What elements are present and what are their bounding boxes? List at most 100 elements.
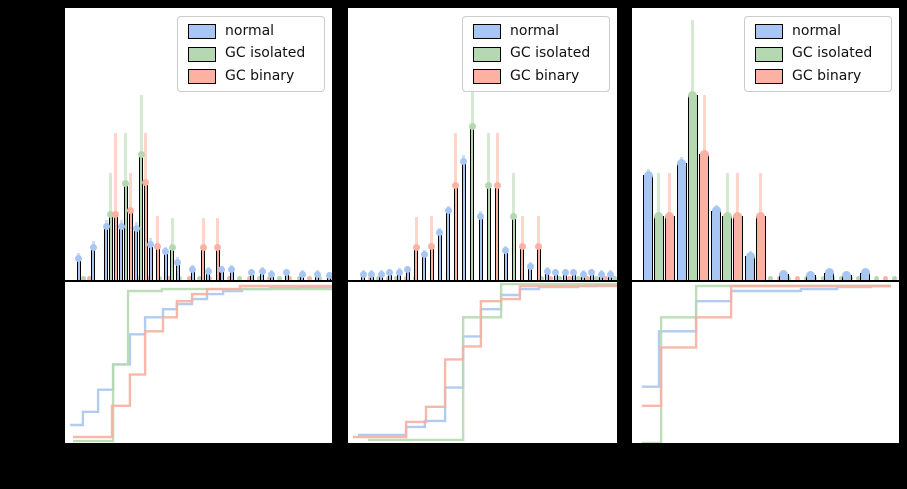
bar-top-marker-gc_binary bbox=[412, 244, 420, 252]
cdf-line-normal bbox=[358, 283, 617, 437]
bar-top-marker-normal bbox=[502, 247, 510, 255]
error-bar-gc_binary bbox=[454, 133, 458, 186]
cdf-panel-3 bbox=[632, 282, 899, 443]
error-bar-gc_isolated bbox=[139, 95, 143, 155]
bar-top-marker-normal bbox=[436, 229, 444, 237]
legend-panel-3: normal GC isolated GC binary bbox=[744, 16, 892, 93]
hist-bar-normal bbox=[478, 216, 484, 280]
bar-top-marker-normal bbox=[779, 269, 789, 279]
legend-label-gc-isolated: GC isolated bbox=[225, 45, 306, 62]
hist-bar-gc_binary bbox=[519, 246, 525, 280]
legend-label-normal: normal bbox=[510, 23, 560, 39]
hist-bar-gc_binary bbox=[128, 210, 134, 280]
bar-top-marker-gc_binary bbox=[214, 243, 222, 251]
error-bar-gc_isolated bbox=[691, 19, 695, 96]
hist-bar-gc_isolated bbox=[721, 216, 733, 280]
hist-bar-gc_binary bbox=[155, 246, 161, 280]
error-bar-gc_isolated bbox=[512, 173, 516, 217]
error-bar-gc_binary bbox=[114, 133, 118, 215]
legend-item-gc-binary: GC binary bbox=[755, 68, 881, 84]
baseline-dot-gc_binary bbox=[794, 276, 800, 280]
hist-bar-gc_binary bbox=[698, 154, 710, 280]
hist-bar-gc_isolated bbox=[469, 126, 475, 280]
bar-top-marker-normal bbox=[248, 269, 256, 277]
bar-top-marker-normal bbox=[218, 266, 226, 274]
bar-top-marker-gc_binary bbox=[699, 149, 709, 159]
bar-top-marker-gc_binary bbox=[518, 242, 526, 250]
bar-top-marker-gc_isolated bbox=[122, 180, 130, 188]
baseline-dot-gc_isolated bbox=[197, 276, 203, 280]
bar-top-marker-gc_isolated bbox=[137, 151, 145, 159]
bar-top-marker-gc_binary bbox=[733, 211, 743, 221]
baseline-dot-gc_isolated bbox=[856, 276, 862, 280]
bar-top-marker-normal bbox=[147, 240, 155, 248]
cdf-line-normal bbox=[641, 284, 890, 388]
cdf-line-gc_binary bbox=[73, 284, 332, 439]
legend-panel-1: normal GC isolated GC binary bbox=[177, 16, 325, 93]
error-bar-gc_isolated bbox=[657, 173, 661, 217]
error-bar-gc_binary bbox=[759, 173, 763, 217]
bar-top-marker-gc_binary bbox=[154, 242, 162, 250]
bar-top-marker-normal bbox=[842, 270, 852, 280]
baseline-dot-gc_isolated bbox=[276, 276, 282, 280]
bar-top-marker-normal bbox=[313, 270, 321, 278]
bar-top-marker-normal bbox=[460, 157, 468, 165]
bar-top-marker-normal bbox=[189, 265, 197, 273]
cdf-plot-3 bbox=[641, 284, 891, 443]
baseline-dot-gc_isolated bbox=[81, 276, 87, 280]
hist-bar-normal bbox=[90, 247, 96, 280]
bar-top-marker-normal bbox=[588, 269, 596, 277]
error-bar-gc_isolated bbox=[487, 133, 491, 186]
bar-top-marker-normal bbox=[477, 212, 485, 220]
bar-top-marker-normal bbox=[204, 267, 212, 275]
cdf-plot-2 bbox=[353, 282, 617, 442]
baseline-dot-gc_isolated bbox=[611, 276, 617, 280]
hist-bar-gc_isolated bbox=[653, 216, 665, 280]
error-bar-gc_isolated bbox=[725, 173, 729, 217]
hist-bar-normal bbox=[503, 250, 509, 280]
baseline-dot-gc_binary bbox=[246, 276, 252, 280]
baseline-dot-gc_isolated bbox=[594, 276, 600, 280]
hist-bar-normal bbox=[445, 210, 451, 280]
baseline-dot-gc_binary bbox=[306, 276, 312, 280]
hist-bar-gc_binary bbox=[494, 185, 500, 280]
bar-top-marker-normal bbox=[298, 270, 306, 278]
hist-bar-normal bbox=[133, 228, 139, 280]
hist-bar-gc_binary bbox=[429, 246, 435, 280]
hist-bar-gc_isolated bbox=[486, 185, 492, 280]
hist-bar-normal bbox=[437, 232, 443, 280]
bar-top-marker-normal bbox=[806, 270, 816, 280]
hist-bar-gc_binary bbox=[732, 216, 744, 280]
error-bar-gc_binary bbox=[668, 173, 672, 217]
legend-swatch-gc-binary bbox=[473, 68, 501, 84]
legend-item-gc-binary: GC binary bbox=[473, 68, 599, 84]
bar-top-marker-normal bbox=[561, 269, 569, 277]
bar-top-marker-gc_isolated bbox=[654, 211, 664, 221]
bar-top-marker-gc_binary bbox=[756, 211, 766, 221]
bar-top-marker-normal bbox=[597, 270, 605, 278]
legend-item-normal: normal bbox=[473, 23, 599, 40]
error-bar-gc_binary bbox=[537, 216, 541, 246]
error-bar-gc_binary bbox=[216, 217, 220, 248]
legend-swatch-gc-isolated bbox=[473, 46, 501, 62]
hist-bar-gc_binary bbox=[200, 247, 206, 280]
hist-bar-gc_binary bbox=[536, 246, 542, 280]
cdf-line-gc_binary bbox=[353, 284, 617, 439]
hist-bar-gc_binary bbox=[413, 247, 419, 280]
hist-bar-normal bbox=[148, 244, 154, 280]
bar-top-marker-normal bbox=[386, 269, 394, 277]
error-bar-gc_binary bbox=[702, 95, 706, 155]
cdf-plot-1 bbox=[70, 284, 332, 443]
bar-top-marker-gc_isolated bbox=[722, 211, 732, 221]
error-bar-gc_binary bbox=[495, 133, 499, 186]
legend-label-normal: normal bbox=[225, 23, 275, 39]
bar-top-marker-normal bbox=[75, 254, 83, 262]
legend-item-gc-isolated: GC isolated bbox=[473, 45, 599, 62]
bar-top-marker-normal bbox=[117, 222, 125, 230]
bar-top-marker-normal bbox=[102, 222, 110, 230]
error-bar-gc_binary bbox=[520, 216, 524, 246]
baseline-dot-gc_isolated bbox=[891, 276, 897, 280]
error-bar-gc_binary bbox=[129, 173, 133, 211]
legend-label-normal: normal bbox=[792, 23, 842, 39]
baseline-dot-gc_isolated bbox=[296, 276, 302, 280]
